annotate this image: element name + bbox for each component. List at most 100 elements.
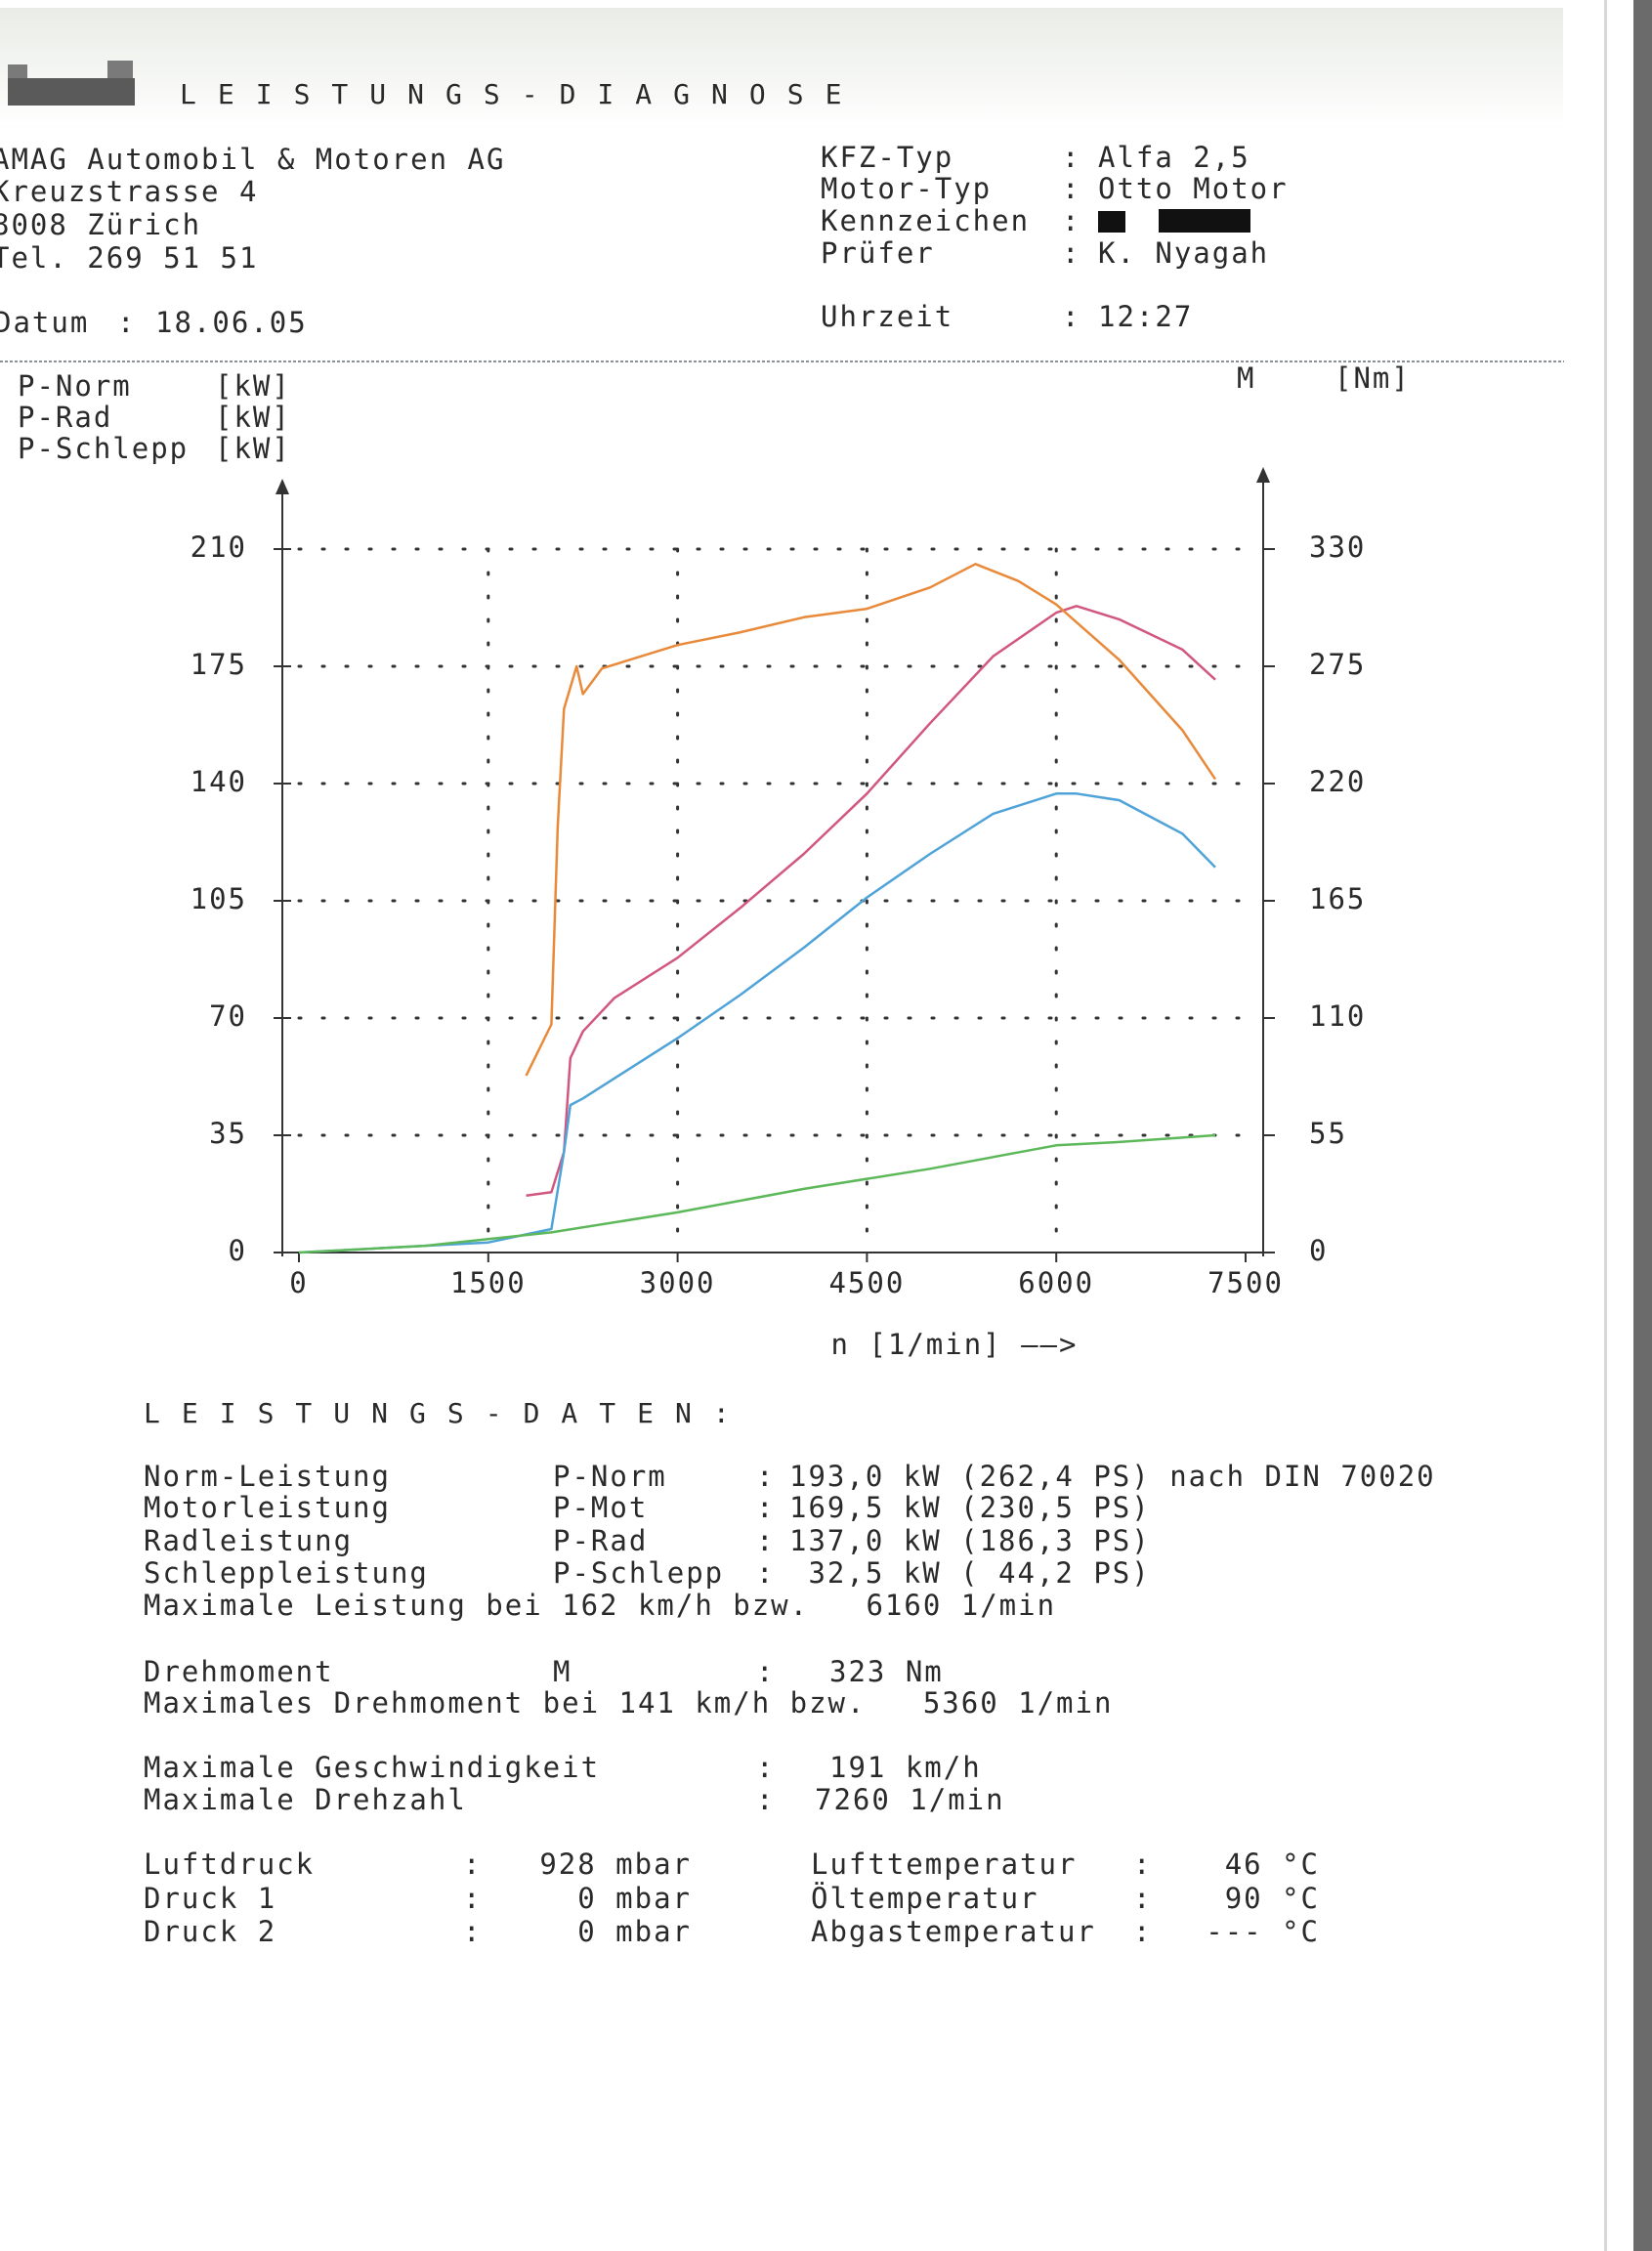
condition-value: 0 mbar bbox=[577, 1915, 692, 1948]
vehicle-sep: : bbox=[1062, 204, 1080, 237]
legend-unit: [Nm] bbox=[1334, 361, 1411, 395]
limit-value: 7260 1/min bbox=[815, 1783, 1005, 1816]
temperature-label: Öltemperatur bbox=[811, 1882, 1039, 1915]
condition-sep: : bbox=[463, 1848, 482, 1881]
redaction bbox=[1098, 209, 1250, 233]
condition-label: Druck 2 bbox=[144, 1915, 276, 1948]
condition-label: Druck 1 bbox=[144, 1882, 276, 1915]
vehicle-value: Otto Motor bbox=[1098, 172, 1289, 205]
temperature-sep: : bbox=[1133, 1848, 1152, 1881]
condition-value: 928 mbar bbox=[539, 1848, 692, 1881]
y2-tick-label: 110 bbox=[1309, 999, 1366, 1033]
vehicle-label: Motor-Typ bbox=[821, 172, 992, 205]
series-line bbox=[525, 563, 1217, 1077]
y2-tick-label: 275 bbox=[1309, 648, 1366, 681]
x-tick-label: 7500 bbox=[1207, 1266, 1284, 1299]
x-tick-label: 3000 bbox=[640, 1266, 716, 1299]
y2-tick-label: 220 bbox=[1309, 765, 1366, 798]
x-tick-label: 1500 bbox=[450, 1266, 527, 1299]
logo bbox=[8, 61, 135, 106]
limit-sep: : bbox=[756, 1783, 775, 1816]
header-band bbox=[0, 8, 1563, 130]
x-tick-label: 0 bbox=[289, 1266, 308, 1299]
temperature-label: Abgastemperatur bbox=[811, 1915, 1096, 1948]
power-symbol: P-Schlepp bbox=[553, 1556, 724, 1590]
legend-unit: [kW] bbox=[215, 432, 291, 465]
power-value: 193,0 kW (262,4 PS) nach DIN 70020 bbox=[789, 1460, 1436, 1493]
y2-tick-label: 165 bbox=[1309, 882, 1366, 915]
power-symbol: P-Norm bbox=[553, 1460, 667, 1493]
vehicle-label: Uhrzeit bbox=[821, 300, 953, 333]
y-tick-label: 0 bbox=[229, 1234, 247, 1267]
limit-label: Maximale Geschwindigkeit bbox=[144, 1751, 600, 1784]
power-name: Motorleistung bbox=[144, 1491, 391, 1524]
vehicle-sep: : bbox=[1062, 300, 1080, 333]
scan-edge bbox=[1633, 0, 1652, 2251]
y-tick-label: 105 bbox=[191, 882, 247, 915]
temperature-sep: : bbox=[1133, 1882, 1152, 1915]
condition-sep: : bbox=[463, 1882, 482, 1915]
y-tick-label: 210 bbox=[191, 531, 247, 564]
torque-sep: : bbox=[756, 1655, 775, 1688]
power-symbol: P-Rad bbox=[553, 1524, 648, 1557]
temperature-label: Lufttemperatur bbox=[811, 1848, 1077, 1881]
condition-value: 0 mbar bbox=[577, 1882, 692, 1915]
address-line: 8008 Zürich bbox=[0, 208, 201, 241]
power-sep: : bbox=[756, 1460, 775, 1493]
power-sep: : bbox=[756, 1524, 775, 1557]
vehicle-label: Prüfer bbox=[821, 236, 935, 270]
x-axis-label: n [1/min] ——> bbox=[831, 1328, 1079, 1361]
y2-tick-label: 330 bbox=[1309, 531, 1366, 564]
date-label: Datum bbox=[0, 306, 89, 339]
y-tick-label: 70 bbox=[209, 999, 247, 1033]
temperature-sep: : bbox=[1133, 1915, 1152, 1948]
series-line bbox=[298, 792, 1216, 1254]
vehicle-sep: : bbox=[1062, 141, 1080, 174]
y-tick-label: 175 bbox=[191, 648, 247, 681]
address-line: Tel. 269 51 51 bbox=[0, 241, 258, 275]
condition-sep: : bbox=[463, 1915, 482, 1948]
legend-name: P-Rad bbox=[18, 401, 112, 434]
date-sep: : bbox=[117, 306, 136, 339]
legend-unit: [kW] bbox=[215, 401, 291, 434]
power-sep: : bbox=[756, 1556, 775, 1590]
vehicle-label: KFZ-Typ bbox=[821, 141, 953, 174]
y2-tick-label: 0 bbox=[1309, 1234, 1328, 1267]
vehicle-sep: : bbox=[1062, 236, 1080, 270]
power-sep: : bbox=[756, 1491, 775, 1524]
power-value: 137,0 kW (186,3 PS) bbox=[789, 1524, 1151, 1557]
temperature-value: --- °C bbox=[1206, 1915, 1320, 1948]
power-symbol: P-Mot bbox=[553, 1491, 648, 1524]
power-name: Radleistung bbox=[144, 1524, 353, 1557]
legend-name: P-Norm bbox=[18, 369, 132, 403]
torque-name: Drehmoment bbox=[144, 1655, 334, 1688]
vehicle-sep: : bbox=[1062, 172, 1080, 205]
address-line: Kreuzstrasse 4 bbox=[0, 175, 258, 208]
torque-note: Maximales Drehmoment bei 141 km/h bzw. 5… bbox=[144, 1686, 1113, 1720]
section-title: LEISTUNGS-DATEN: bbox=[144, 1397, 751, 1429]
series-line bbox=[526, 605, 1216, 1197]
limit-sep: : bbox=[756, 1751, 775, 1784]
y-tick-label: 140 bbox=[191, 765, 247, 798]
power-name: Schleppleistung bbox=[144, 1556, 429, 1590]
temperature-value: 46 °C bbox=[1225, 1848, 1320, 1881]
x-tick-label: 6000 bbox=[1018, 1266, 1094, 1299]
vehicle-value: 12:27 bbox=[1098, 300, 1193, 333]
condition-label: Luftdruck bbox=[144, 1848, 315, 1881]
address-line: AMAG Automobil & Motoren AG bbox=[0, 143, 505, 176]
page-edge bbox=[1604, 0, 1607, 2251]
legend-name: P-Schlepp bbox=[18, 432, 189, 465]
y-tick-label: 35 bbox=[209, 1117, 247, 1150]
torque-value: 323 Nm bbox=[829, 1655, 944, 1688]
vehicle-value: K. Nyagah bbox=[1098, 236, 1269, 270]
vehicle-value: Alfa 2,5 bbox=[1098, 141, 1250, 174]
limit-value: 191 km/h bbox=[829, 1751, 982, 1784]
power-name: Norm-Leistung bbox=[144, 1460, 391, 1493]
power-value: 32,5 kW ( 44,2 PS) bbox=[789, 1556, 1151, 1590]
limit-label: Maximale Drehzahl bbox=[144, 1783, 467, 1816]
vehicle-label: Kennzeichen bbox=[821, 204, 1030, 237]
legend-name: M bbox=[1237, 361, 1255, 395]
legend-unit: [kW] bbox=[215, 369, 291, 403]
